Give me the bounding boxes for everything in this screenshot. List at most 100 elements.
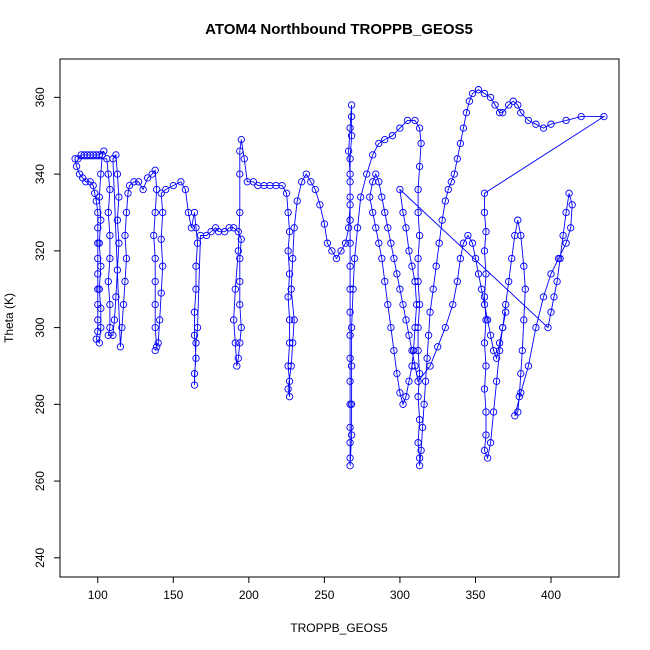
data-point <box>347 101 356 109</box>
data-point <box>482 362 490 370</box>
data-point <box>369 151 377 159</box>
data-point <box>378 193 386 201</box>
data-point <box>415 124 424 132</box>
data-point <box>106 231 114 240</box>
data-point <box>480 189 489 197</box>
data-point <box>346 462 354 470</box>
data-point <box>284 247 292 255</box>
data-point <box>118 323 126 332</box>
data-point <box>414 185 422 194</box>
y-axis: 240 260 280 300 320 340 360 <box>33 87 60 568</box>
data-point <box>415 462 424 470</box>
data-point <box>169 181 177 190</box>
data-point <box>110 316 119 324</box>
data-point <box>124 189 132 197</box>
data-point <box>221 228 229 236</box>
series-line <box>74 89 606 466</box>
x-axis-label: TROPPB_GEOS5 <box>290 621 388 635</box>
data-point <box>486 93 495 102</box>
data-point <box>559 231 567 240</box>
data-point <box>190 381 199 389</box>
y-tick-label: 360 <box>33 87 47 107</box>
data-point <box>464 231 472 240</box>
data-point <box>550 293 558 301</box>
data-point <box>130 178 138 186</box>
data-point <box>97 262 105 270</box>
data-point <box>234 354 242 362</box>
data-point <box>567 224 575 232</box>
data-point <box>388 132 397 140</box>
data-point <box>412 300 421 309</box>
data-point <box>237 323 245 332</box>
data-point <box>192 339 200 347</box>
data-point <box>190 369 199 378</box>
data-point <box>417 446 425 455</box>
data-point <box>347 431 356 439</box>
data-point <box>405 377 413 385</box>
data-point <box>432 262 440 270</box>
data-point <box>337 247 345 255</box>
series-layer <box>71 86 608 470</box>
data-point <box>134 178 143 186</box>
data-point <box>505 277 513 286</box>
data-point <box>375 178 383 186</box>
data-point <box>480 339 489 347</box>
data-point <box>482 408 490 416</box>
data-point <box>480 208 489 217</box>
data-point <box>468 239 477 247</box>
data-point <box>151 300 159 309</box>
data-point <box>505 101 513 109</box>
data-point <box>414 393 422 401</box>
data-point <box>95 239 103 247</box>
data-point <box>408 262 416 270</box>
data-point <box>459 124 468 132</box>
data-point <box>387 239 395 247</box>
data-point <box>285 377 294 385</box>
data-point <box>509 97 517 105</box>
data-point <box>480 293 489 301</box>
data-point <box>231 285 239 293</box>
data-point <box>154 339 162 347</box>
data-point <box>284 293 292 301</box>
data-point <box>384 224 392 232</box>
data-point <box>332 254 341 263</box>
data-point <box>453 277 461 286</box>
data-point <box>236 300 244 309</box>
data-point <box>97 304 105 313</box>
data-point <box>181 185 190 194</box>
data-point <box>240 155 248 163</box>
data-point <box>480 89 489 98</box>
data-point <box>556 254 564 263</box>
data-point <box>97 323 105 332</box>
data-point <box>415 369 424 378</box>
data-point <box>236 277 244 286</box>
data-point <box>441 323 449 332</box>
data-point <box>285 316 294 324</box>
y-tick-label: 340 <box>33 164 47 184</box>
data-point <box>106 185 114 194</box>
data-point <box>562 116 570 125</box>
data-point <box>234 247 242 255</box>
data-point <box>187 224 196 232</box>
data-point <box>202 231 211 240</box>
data-point <box>426 308 434 316</box>
x-tick-label: 200 <box>239 588 259 602</box>
data-point <box>421 377 430 385</box>
data-point <box>284 385 292 393</box>
data-point <box>109 155 117 163</box>
data-point <box>237 235 245 243</box>
data-point <box>444 185 452 194</box>
data-point <box>346 155 354 163</box>
data-point <box>375 239 383 247</box>
data-point <box>520 262 528 270</box>
data-point <box>293 197 301 205</box>
x-tick-label: 350 <box>465 588 485 602</box>
data-point <box>344 147 353 155</box>
data-point <box>447 178 455 186</box>
data-point <box>495 339 504 347</box>
data-point <box>190 331 199 339</box>
data-point <box>151 254 159 263</box>
data-point <box>346 285 354 293</box>
data-point <box>94 270 102 278</box>
data-point <box>190 208 199 217</box>
